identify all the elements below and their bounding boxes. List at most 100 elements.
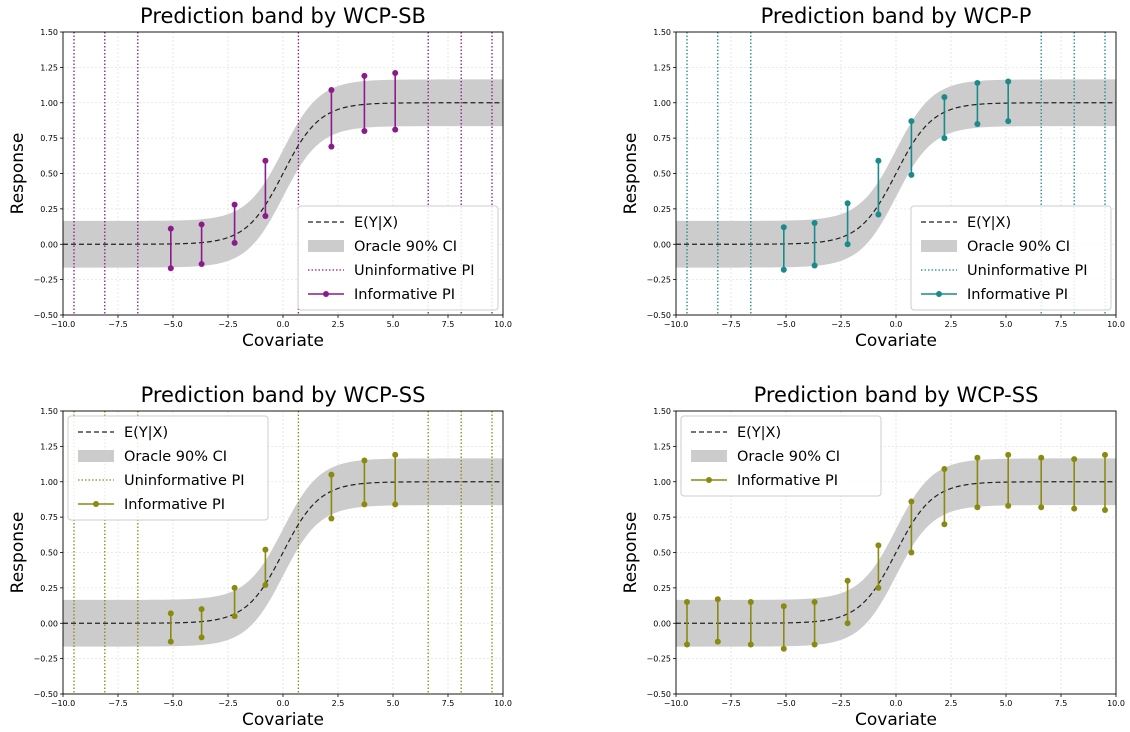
x-tick-label: 10.0 — [1107, 699, 1125, 708]
x-tick-label: −7.5 — [108, 699, 127, 708]
pi-lower-point — [908, 549, 915, 556]
y-tick-label: 1.25 — [653, 442, 671, 451]
y-tick-label: 1.25 — [40, 442, 58, 451]
pi-lower-point — [941, 135, 948, 142]
x-tick-label: 10.0 — [494, 699, 512, 708]
pi-upper-point — [262, 546, 269, 553]
y-tick-label: 1.00 — [653, 478, 671, 487]
informative-pi — [844, 200, 851, 248]
pi-upper-point — [974, 454, 981, 461]
x-tick-label: 2.5 — [332, 320, 345, 329]
pi-lower-point — [974, 504, 981, 511]
legend-label: Informative PI — [354, 287, 455, 303]
pi-upper-point — [392, 70, 399, 77]
y-tick-label: 0.25 — [653, 205, 671, 214]
pi-lower-point — [262, 582, 269, 589]
legend-label: Uninformative PI — [354, 263, 475, 279]
pi-upper-point — [684, 599, 690, 606]
informative-pi — [198, 221, 205, 268]
legend-label: Oracle 90% CI — [354, 239, 457, 255]
pi-lower-point — [167, 265, 174, 272]
y-tick-label: 0.00 — [40, 240, 58, 249]
y-tick-label: 0.50 — [653, 170, 671, 179]
x-tick-label: −2.5 — [831, 699, 850, 708]
x-tick-label: −10.0 — [664, 699, 689, 708]
y-tick-label: 0.75 — [653, 513, 671, 522]
informative-pi — [974, 79, 981, 127]
pi-upper-point — [262, 157, 269, 164]
x-tick-label: 2.5 — [945, 320, 958, 329]
informative-pi — [1038, 454, 1045, 511]
x-axis-label: Covariate — [242, 331, 324, 351]
legend: E(Y|X) Oracle 90% CI Uninformative PI Infor… — [910, 205, 1112, 311]
legend-label: Informative PI — [124, 497, 225, 513]
y-tick-label: −0.50 — [646, 311, 671, 320]
chart-title: Prediction band by WCP-SB — [140, 4, 426, 28]
x-tick-label: −5.0 — [776, 699, 795, 708]
pi-lower-point — [1071, 505, 1078, 512]
pi-upper-point — [1071, 456, 1078, 463]
legend-swatch-band — [308, 240, 344, 252]
y-axis-label: Response — [621, 512, 641, 594]
y-tick-label: 1.25 — [653, 63, 671, 72]
pi-lower-point — [1005, 502, 1012, 509]
y-tick-label: 0.00 — [40, 619, 58, 628]
pi-lower-point — [844, 241, 851, 248]
informative-pi — [875, 542, 882, 591]
y-tick-label: −0.50 — [33, 690, 58, 699]
x-tick-label: 7.5 — [442, 699, 455, 708]
x-tick-label: −10.0 — [664, 320, 689, 329]
y-tick-label: 1.00 — [40, 99, 58, 108]
legend: E(Y|X) Oracle 90% CI Uninformative PI Infor… — [67, 415, 269, 521]
legend-box — [680, 415, 882, 497]
y-tick-label: −0.25 — [646, 276, 671, 285]
pi-upper-point — [361, 72, 368, 79]
informative-pi — [844, 577, 851, 627]
chart-title: Prediction band by WCP-SS — [754, 383, 1039, 407]
x-tick-label: 5.0 — [1000, 699, 1013, 708]
pi-lower-point — [780, 266, 787, 273]
chart-panel-4: −10.0 −7.5 −5.0 −2.5 0.0 2.5 5.0 7.5 10.0 −0.50 −0… — [621, 383, 1125, 730]
informative-pi — [811, 599, 818, 648]
pi-upper-point — [747, 599, 754, 606]
pi-lower-point — [231, 613, 238, 620]
x-tick-label: −5.0 — [163, 320, 182, 329]
y-tick-label: 0.00 — [653, 619, 671, 628]
informative-pi — [361, 72, 368, 135]
x-tick-label: −7.5 — [108, 320, 127, 329]
pi-upper-point — [328, 471, 335, 478]
pi-upper-point — [198, 606, 205, 613]
pi-lower-point — [231, 239, 238, 246]
legend-label: E(Y|X) — [967, 215, 1011, 231]
x-tick-label: −5.0 — [776, 320, 795, 329]
informative-pi — [231, 584, 238, 620]
pi-lower-point — [167, 638, 174, 645]
legend-label: Informative PI — [967, 287, 1068, 303]
informative-pi — [262, 157, 269, 219]
pi-upper-point — [198, 221, 205, 228]
pi-upper-point — [714, 596, 721, 603]
pi-lower-point — [811, 641, 818, 648]
pi-lower-point — [392, 126, 399, 133]
mean-curve — [676, 481, 1116, 624]
y-tick-label: −0.50 — [646, 690, 671, 699]
y-tick-label: 0.25 — [40, 584, 58, 593]
x-tick-label: −10.0 — [51, 699, 76, 708]
legend-swatch-marker — [93, 501, 99, 507]
pi-upper-point — [361, 457, 368, 464]
chart-title: Prediction band by WCP-P — [761, 4, 1032, 28]
pi-lower-point — [361, 501, 368, 508]
pi-upper-point — [941, 94, 948, 101]
chart-panel-2: −10.0 −7.5 −5.0 −2.5 0.0 2.5 5.0 7.5 10.0 −0.50 −0… — [621, 4, 1125, 351]
y-tick-label: 1.50 — [40, 407, 58, 416]
informative-pi — [974, 454, 981, 511]
pi-upper-point — [1005, 78, 1012, 85]
informative-pi — [941, 466, 948, 528]
legend-label: E(Y|X) — [124, 425, 168, 441]
legend-label: E(Y|X) — [354, 215, 398, 231]
mean-curve — [676, 102, 1116, 245]
informative-pi — [908, 498, 915, 556]
chart-title: Prediction band by WCP-SS — [141, 383, 426, 407]
legend-swatch-band — [921, 240, 957, 252]
